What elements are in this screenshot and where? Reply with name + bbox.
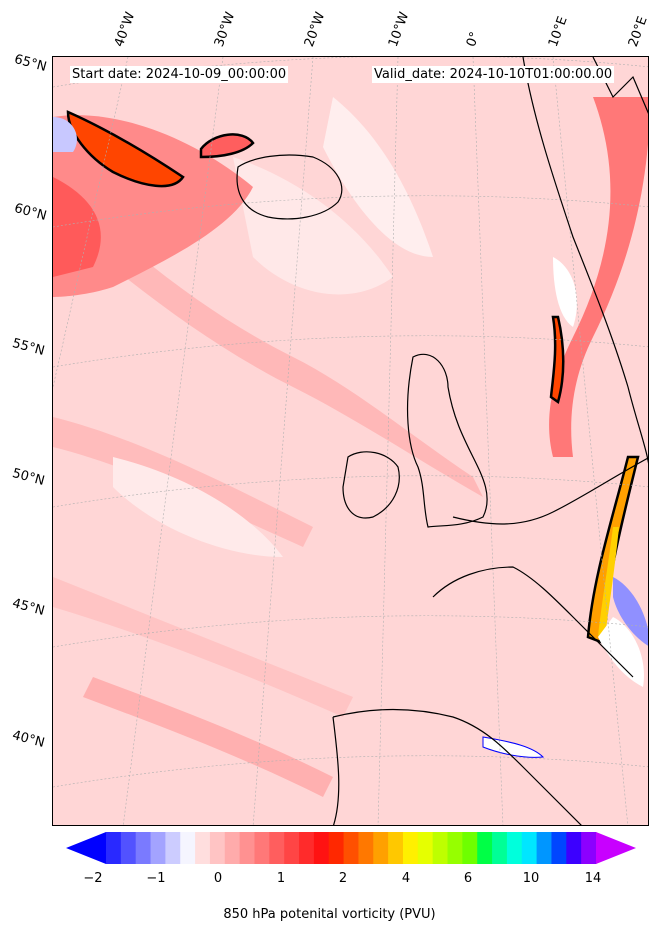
lat-label: 55°N [10,336,47,359]
pv-band [53,577,353,717]
pv-high-region [53,177,101,277]
colorbar-cells [106,832,597,864]
colorbar-cell [551,832,567,864]
colorbar-cell [299,832,315,864]
start-date-label: Start date: 2024-10-09_00:00:00 [70,66,289,83]
colorbar-cell [506,832,523,864]
lon-label: 20°W [301,10,329,49]
colorbar-cell [135,832,152,864]
norway-coast [522,57,648,464]
pv-low-area [113,457,283,557]
colorbar-cell [477,832,493,864]
colorbar-tick-label: −2 [83,871,103,886]
colorbar-tick-label: 4 [401,871,411,886]
colorbar-cell [343,832,359,864]
colorbar-cell [521,832,538,864]
pv-low-area [233,157,393,295]
colorbar-tick-label: 0 [213,871,223,886]
colorbar-cell [462,832,478,864]
colorbar-cell [388,832,404,864]
pv-band [53,177,483,497]
coastlines [236,57,648,825]
pv-negative-patch [53,117,77,152]
colorbar-cell [492,832,508,864]
colorbar-cell [373,832,389,864]
iberia-west-coast [332,716,340,825]
pv-high-region [549,97,648,457]
iberia-coast [332,708,582,825]
colorbar-title: 850 hPa potenital vorticity (PVU) [223,907,436,922]
france-coast [432,566,634,678]
colorbar-max-arrow [596,832,636,864]
graticule [53,57,648,825]
lat-label: 45°N [10,596,47,619]
colorbar-cell [447,832,463,864]
great-britain-coast [406,353,488,528]
colorbar-cell [536,832,552,864]
colorbar-cell [417,832,434,864]
ireland-coast [342,451,400,519]
colorbar-cell [269,832,285,864]
pv-contour-2 [199,133,255,159]
colorbar-cell [180,832,196,864]
iceland-coast [236,154,343,220]
colorbar-tick-label: 2 [338,871,348,886]
colorbar-cell [581,832,597,864]
colorbar-cell [254,832,270,864]
colorbar-cell [224,832,241,864]
lon-label: 10°W [385,10,413,49]
colorbar-cell [328,832,345,864]
pv-field-map [53,57,648,825]
colorbar-tick-label: 6 [463,871,473,886]
colorbar [66,832,636,864]
lon-label: 20°E [625,14,651,50]
lon-label: 30°W [211,10,239,49]
pv-contour-2 [66,110,185,188]
lat-label: 65°N [12,52,49,75]
colorbar-cell [165,832,181,864]
pv-negative-patch [482,736,545,758]
colorbar-cell [106,832,122,864]
colorbar-cell [239,832,255,864]
colorbar-cell [402,832,419,864]
colorbar-min-arrow [66,832,106,864]
colorbar-tick-label: −1 [146,871,166,886]
pv-band [83,677,333,797]
lon-label: 10°E [545,14,571,50]
colorbar-cell [313,832,330,864]
pv-peak [598,527,619,637]
colorbar-tick-label: 10 [522,871,540,886]
pv-low-area [323,97,433,257]
lat-label: 60°N [12,201,49,224]
lat-label: 50°N [10,466,47,489]
lon-label: 40°W [111,10,139,49]
colorbar-tick-label: 14 [584,871,602,886]
north-sea-coast [452,457,648,525]
colorbar-cell [150,832,166,864]
colorbar-cell [358,832,374,864]
colorbar-tick-label: 1 [276,871,286,886]
colorbar-cell [120,832,137,864]
map-panel [52,56,649,826]
blank-patch [553,257,577,327]
valid-date-label: Valid_date: 2024-10-10T01:00:00.00 [372,66,615,83]
lon-label: 0° [463,29,484,49]
colorbar-cell [432,832,449,864]
colorbar-cell [566,832,582,864]
colorbar-cell [284,832,300,864]
pv-contour-2 [549,315,565,405]
pv-negative-patch [613,577,648,646]
colorbar-cell [195,832,211,864]
colorbar-cell [209,832,226,864]
lat-label: 40°N [10,728,47,751]
